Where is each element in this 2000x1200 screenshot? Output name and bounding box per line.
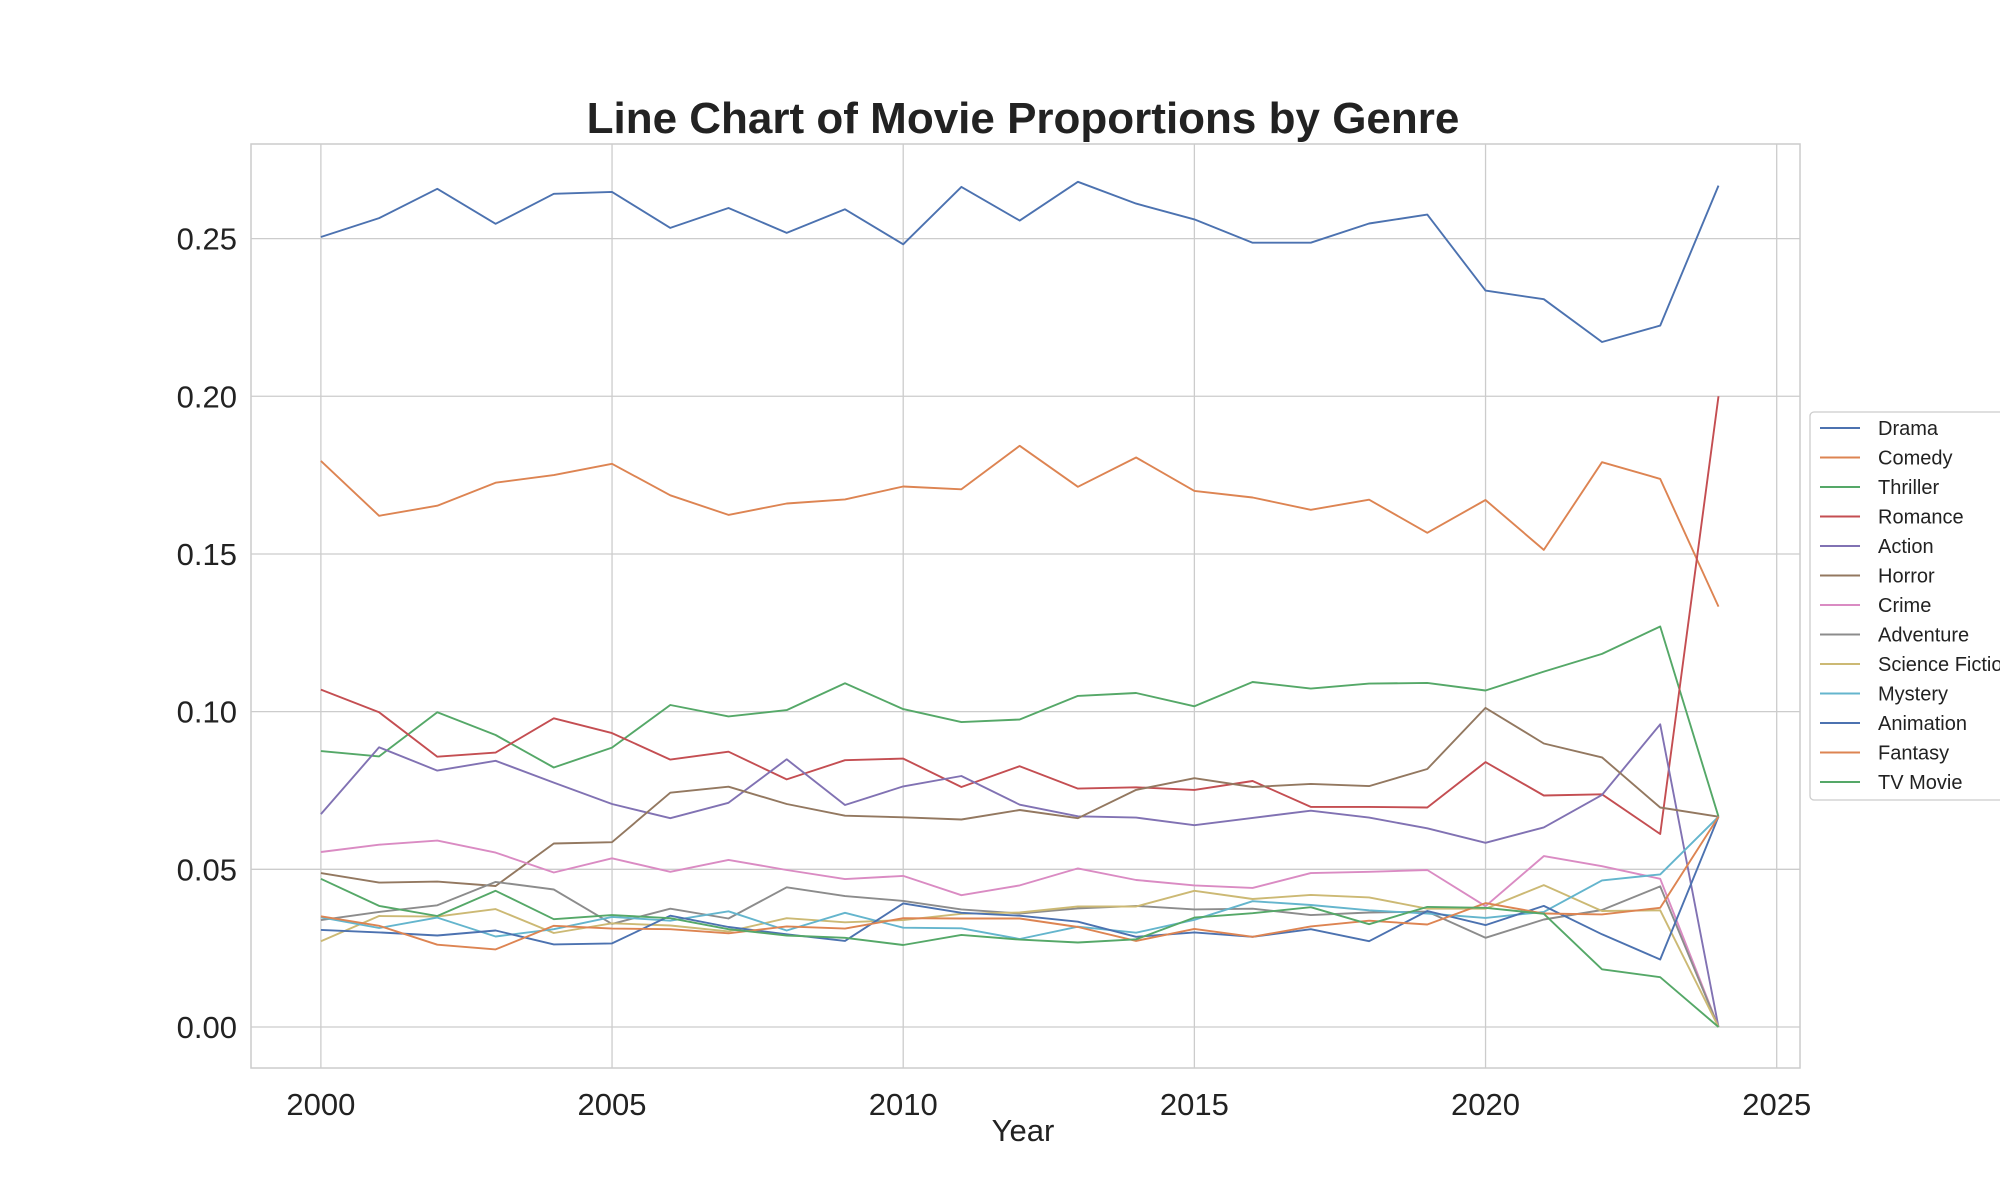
y-tick-label: 0.05	[177, 852, 237, 887]
legend-item-drama: Drama	[1820, 418, 1939, 440]
y-axis: 0.00 0.05 0.10 0.15 0.20 0.25	[177, 222, 237, 1045]
series-line-tv-movie	[320, 877, 1720, 1028]
legend-item-thriller: Thriller	[1820, 477, 1939, 499]
x-tick-label: 2015	[1160, 1087, 1229, 1122]
legend: Drama Comedy Thriller Romance Action Horror Cr…	[1809, 411, 2000, 801]
grid	[251, 144, 1800, 1068]
x-axis-label: Year	[992, 1113, 1055, 1148]
legend-item-romance: Romance	[1820, 507, 1964, 529]
legend-item-comedy: Comedy	[1820, 448, 1952, 470]
legend-item-fantasy: Fantasy	[1820, 743, 1949, 765]
series-line-adventure	[320, 880, 1720, 1028]
legend-item-science-fiction: Science Fiction	[1820, 654, 2000, 676]
legend-label: Adventure	[1878, 625, 1969, 647]
y-tick-label: 0.00	[177, 1010, 237, 1045]
series-line-horror	[320, 706, 1719, 887]
legend-label: Science Fiction	[1878, 654, 2000, 676]
legend-item-tv-movie: TV Movie	[1820, 772, 1962, 794]
legend-item-adventure: Adventure	[1820, 625, 1969, 647]
plot-area	[250, 143, 1801, 1069]
y-tick-label: 0.20	[177, 379, 237, 414]
x-tick-label: 2025	[1742, 1087, 1811, 1122]
legend-label: Animation	[1878, 713, 1967, 735]
legend-label: TV Movie	[1878, 772, 1962, 794]
y-tick-label: 0.15	[177, 537, 237, 572]
legend-item-horror: Horror	[1820, 566, 1935, 588]
legend-label: Drama	[1878, 418, 1939, 440]
legend-box	[1809, 411, 2000, 801]
legend-label: Horror	[1878, 566, 1935, 588]
legend-label: Crime	[1878, 595, 1931, 617]
series-line-comedy	[320, 444, 1720, 607]
series-line-action	[320, 723, 1720, 1028]
series-lines	[320, 180, 1720, 1028]
series-line-crime	[320, 839, 1720, 1028]
series-line-drama	[320, 180, 1720, 343]
legend-label: Comedy	[1878, 448, 1952, 470]
legend-item-animation: Animation	[1820, 713, 1967, 735]
series-line-mystery	[320, 816, 1720, 940]
x-tick-label: 2005	[578, 1087, 647, 1122]
x-tick-label: 2010	[869, 1087, 938, 1122]
series-line-fantasy	[320, 816, 1720, 951]
legend-item-action: Action	[1820, 536, 1934, 558]
legend-label: Fantasy	[1878, 743, 1949, 765]
legend-label: Romance	[1878, 507, 1964, 529]
x-axis: 2000 2005 2010 2015 2020 2025	[286, 1087, 1811, 1122]
series-line-animation	[320, 816, 1720, 961]
legend-item-mystery: Mystery	[1820, 684, 1948, 706]
y-tick-label: 0.25	[177, 222, 237, 257]
legend-label: Mystery	[1878, 684, 1948, 706]
legend-item-crime: Crime	[1820, 595, 1931, 617]
series-line-thriller	[320, 625, 1720, 817]
x-tick-label: 2000	[286, 1087, 355, 1122]
legend-label: Action	[1878, 536, 1934, 558]
chart-title: Line Chart of Movie Proportions by Genre	[587, 94, 1460, 143]
x-tick-label: 2020	[1451, 1087, 1520, 1122]
y-tick-label: 0.10	[177, 695, 237, 730]
legend-label: Thriller	[1878, 477, 1939, 499]
series-line-romance	[320, 396, 1720, 835]
